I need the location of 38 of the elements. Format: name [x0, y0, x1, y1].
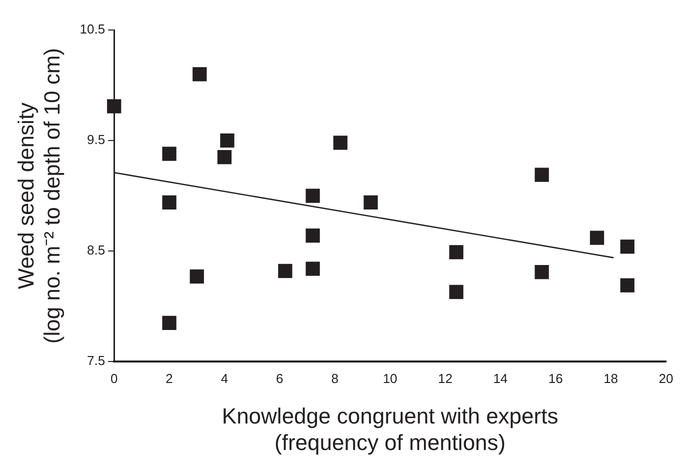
point	[217, 150, 232, 164]
point	[534, 264, 549, 280]
point	[306, 262, 320, 276]
point	[190, 269, 204, 284]
point	[534, 168, 549, 182]
x-tick-label: 20	[658, 370, 674, 386]
y-tick-label: 7.5	[87, 353, 106, 368]
point	[449, 245, 464, 260]
x-tick-label: 0	[110, 370, 118, 386]
point	[162, 195, 176, 210]
x-axis-title: Knowledge congruent with experts (frequency of mentions)	[222, 403, 558, 455]
point	[192, 67, 207, 82]
point	[590, 230, 604, 245]
x-tick-label: 2	[166, 370, 173, 386]
y-tick-label: 10.5	[80, 22, 106, 37]
point	[306, 188, 320, 203]
x-tick-label: 14	[493, 370, 508, 386]
x-tick-label: 12	[438, 370, 452, 386]
x-tick-label: 4	[220, 370, 228, 386]
point	[107, 99, 122, 114]
point	[620, 240, 634, 254]
x-tick-label: 16	[548, 370, 563, 386]
x-tick-label: 6	[276, 370, 284, 386]
point	[162, 316, 176, 330]
y-tick-label: 9.5	[87, 132, 106, 148]
point	[162, 146, 176, 161]
point	[364, 195, 378, 210]
point	[620, 278, 634, 292]
point	[306, 228, 320, 243]
y-axis-title: Weed seed density (log no. m⁻² to depth of 10 cm)	[13, 48, 65, 344]
point	[333, 136, 348, 150]
point	[278, 264, 292, 278]
x-tick-label: 18	[604, 370, 618, 386]
x-tick-label: 10	[382, 370, 398, 386]
point	[220, 133, 234, 148]
x-tick-label: 8	[331, 370, 338, 386]
y-tick-label: 8.5	[87, 242, 106, 258]
point	[449, 284, 464, 300]
